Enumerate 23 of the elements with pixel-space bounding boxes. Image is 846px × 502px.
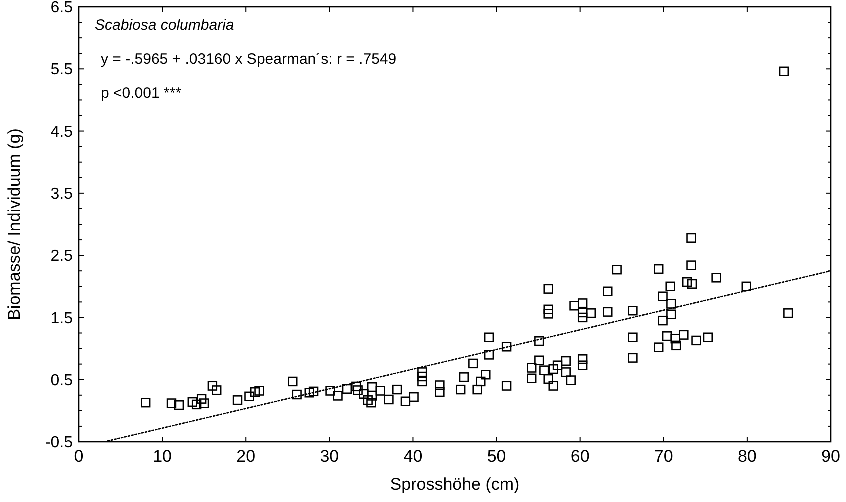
y-tick-label: 5.5 — [50, 62, 74, 79]
x-tick-label: 60 — [570, 447, 590, 466]
y-tick-label: 4.5 — [50, 124, 74, 141]
y-tick-label: 1.5 — [50, 310, 74, 328]
annotation: y = -.5965 + .03160 x Spearman´s: r = .7549 — [101, 51, 397, 68]
y-tick-label: 2.5 — [50, 248, 74, 266]
annotation: p <0.001 *** — [101, 85, 182, 102]
x-tick-label: 30 — [320, 447, 340, 466]
x-tick-label: 70 — [654, 447, 674, 466]
x-tick-label: 40 — [404, 447, 423, 466]
x-tick-label: 10 — [153, 447, 172, 466]
y-tick-label: 0.5 — [50, 372, 74, 390]
x-tick-label: 0 — [74, 447, 84, 466]
x-tick-label: 20 — [236, 447, 256, 466]
y-tick-label: -0.5 — [45, 434, 74, 452]
y-axis-title: Biomasse/ Individuum (g) — [5, 128, 24, 320]
x-tick-label: 80 — [738, 447, 757, 466]
y-tick-label: 6.5 — [50, 0, 74, 17]
y-tick-label: 3.5 — [50, 186, 74, 204]
annotation: Scabiosa columbaria — [95, 17, 234, 34]
x-axis-title: Sprosshöhe (cm) — [390, 475, 520, 494]
x-tick-label: 50 — [487, 447, 506, 466]
x-tick-label: 90 — [822, 447, 840, 466]
